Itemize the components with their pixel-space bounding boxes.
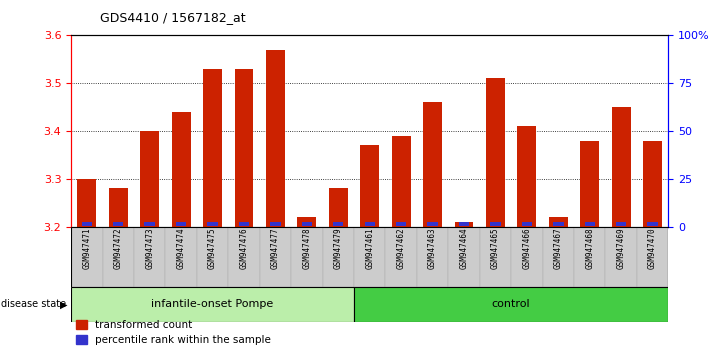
- Bar: [365, 222, 375, 225]
- Text: GSM947464: GSM947464: [459, 228, 469, 269]
- Text: GSM947475: GSM947475: [208, 228, 217, 269]
- Text: GSM947473: GSM947473: [145, 228, 154, 269]
- Bar: [385, 227, 417, 287]
- Bar: [171, 112, 191, 227]
- Text: GSM947463: GSM947463: [428, 228, 437, 269]
- Text: GSM947476: GSM947476: [240, 228, 248, 269]
- Bar: [82, 222, 92, 225]
- Bar: [354, 227, 385, 287]
- Bar: [360, 145, 379, 227]
- Bar: [396, 222, 407, 225]
- Bar: [643, 141, 662, 227]
- Bar: [197, 227, 228, 287]
- Bar: [542, 227, 574, 287]
- Bar: [423, 102, 442, 227]
- Bar: [606, 227, 637, 287]
- Bar: [71, 287, 354, 322]
- Bar: [208, 222, 218, 225]
- Bar: [491, 222, 501, 225]
- Bar: [449, 227, 480, 287]
- Text: GSM947478: GSM947478: [302, 228, 311, 269]
- Bar: [354, 287, 668, 322]
- Bar: [266, 50, 285, 227]
- Bar: [580, 141, 599, 227]
- Text: GDS4410 / 1567182_at: GDS4410 / 1567182_at: [100, 11, 245, 24]
- Text: GSM947472: GSM947472: [114, 228, 123, 269]
- Bar: [486, 78, 505, 227]
- Bar: [522, 222, 532, 225]
- Text: GSM947468: GSM947468: [585, 228, 594, 269]
- Bar: [301, 222, 312, 225]
- Bar: [648, 222, 658, 225]
- Text: GSM947470: GSM947470: [648, 228, 657, 269]
- Bar: [584, 222, 595, 225]
- Bar: [323, 227, 354, 287]
- Text: GSM947461: GSM947461: [365, 228, 374, 269]
- Bar: [144, 222, 155, 225]
- Text: GSM947479: GSM947479: [333, 228, 343, 269]
- Bar: [549, 217, 568, 227]
- Text: GSM947471: GSM947471: [82, 228, 91, 269]
- Text: GSM947477: GSM947477: [271, 228, 280, 269]
- Bar: [392, 136, 410, 227]
- Text: GSM947465: GSM947465: [491, 228, 500, 269]
- Text: GSM947462: GSM947462: [397, 228, 406, 269]
- Bar: [291, 227, 323, 287]
- Bar: [203, 69, 222, 227]
- Bar: [616, 222, 626, 225]
- Bar: [113, 222, 124, 225]
- Text: disease state: disease state: [1, 299, 66, 309]
- Bar: [518, 126, 536, 227]
- Text: GSM947466: GSM947466: [523, 228, 531, 269]
- Bar: [260, 227, 291, 287]
- Legend: transformed count, percentile rank within the sample: transformed count, percentile rank withi…: [76, 320, 271, 345]
- Bar: [71, 227, 102, 287]
- Bar: [166, 227, 197, 287]
- Bar: [140, 131, 159, 227]
- Bar: [454, 222, 474, 227]
- Bar: [480, 227, 511, 287]
- Text: ▶: ▶: [60, 299, 68, 309]
- Text: GSM947467: GSM947467: [554, 228, 563, 269]
- Bar: [239, 222, 249, 225]
- Text: GSM947474: GSM947474: [176, 228, 186, 269]
- Bar: [77, 179, 96, 227]
- Bar: [459, 222, 469, 225]
- Bar: [102, 227, 134, 287]
- Bar: [611, 107, 631, 227]
- Bar: [228, 227, 260, 287]
- Bar: [417, 227, 449, 287]
- Bar: [511, 227, 542, 287]
- Bar: [297, 217, 316, 227]
- Bar: [637, 227, 668, 287]
- Bar: [176, 222, 186, 225]
- Bar: [427, 222, 438, 225]
- Bar: [109, 188, 128, 227]
- Bar: [329, 188, 348, 227]
- Text: GSM947469: GSM947469: [616, 228, 626, 269]
- Bar: [134, 227, 166, 287]
- Text: infantile-onset Pompe: infantile-onset Pompe: [151, 299, 274, 309]
- Bar: [270, 222, 281, 225]
- Bar: [235, 69, 253, 227]
- Bar: [553, 222, 564, 225]
- Bar: [333, 222, 343, 225]
- Text: control: control: [492, 299, 530, 309]
- Bar: [574, 227, 606, 287]
